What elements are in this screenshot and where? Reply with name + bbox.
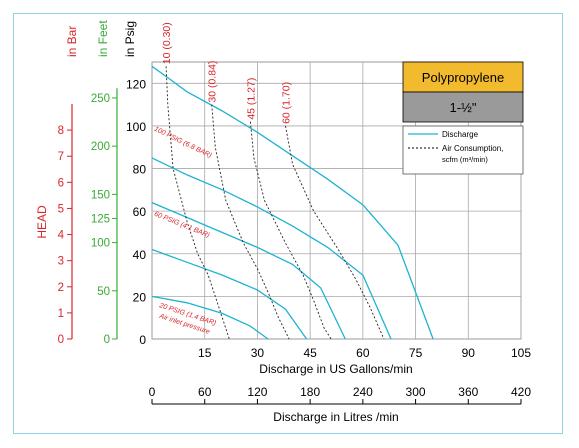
air-consumption-label: 10 (0.30) bbox=[161, 22, 173, 64]
head-axis-title: HEAD bbox=[35, 205, 49, 239]
psig-tick-label: 40 bbox=[133, 248, 147, 262]
discharge-curve bbox=[151, 65, 434, 340]
air-consumption-curve bbox=[285, 125, 385, 340]
psig-tick-label: 120 bbox=[126, 77, 146, 91]
lpm-tick-label: 300 bbox=[406, 385, 426, 399]
discharge-curve bbox=[151, 295, 269, 340]
bar-tick-label: 7 bbox=[58, 151, 64, 163]
bar-tick-label: 0 bbox=[58, 334, 64, 346]
discharge-curve bbox=[151, 202, 346, 340]
psig-tick-label: 100 bbox=[126, 120, 146, 134]
gpm-tick-label: 75 bbox=[409, 346, 423, 360]
gpm-tick-label: 45 bbox=[303, 346, 317, 360]
bar-tick-label: 1 bbox=[58, 308, 64, 320]
feet-axis-title: in Feet bbox=[96, 20, 110, 57]
lpm-tick-label: 120 bbox=[247, 385, 267, 399]
legend-box: Polypropylene 1-½" Discharge Air Consump… bbox=[402, 61, 524, 175]
gpm-tick-label: 60 bbox=[356, 346, 370, 360]
air-consumption-curve bbox=[211, 104, 290, 340]
gpm-axis-title: Discharge in US Gallons/min bbox=[259, 362, 412, 376]
bar-tick-label: 4 bbox=[58, 230, 65, 242]
gpm-tick-label: 30 bbox=[251, 346, 265, 360]
lpm-tick-label: 0 bbox=[149, 385, 156, 399]
legend-air-label-1: Air Consumption, bbox=[442, 144, 503, 153]
bar-tick-label: 8 bbox=[58, 125, 64, 137]
gpm-tick-label: 90 bbox=[462, 346, 476, 360]
psig-tick-label: 80 bbox=[133, 163, 147, 177]
air-consumption-curve bbox=[165, 66, 230, 340]
bar-tick-label: 3 bbox=[58, 256, 64, 268]
material-banner bbox=[402, 61, 524, 93]
psig-axis-title: in Psig bbox=[123, 21, 137, 57]
lpm-tick-label: 60 bbox=[198, 385, 212, 399]
lpm-tick-label: 360 bbox=[458, 385, 478, 399]
lpm-tick-label: 420 bbox=[511, 385, 531, 399]
feet-tick-label: 200 bbox=[91, 141, 110, 153]
feet-tick-label: 250 bbox=[91, 93, 110, 105]
psig-tick-label: 0 bbox=[139, 333, 146, 347]
bar-axis-title: in Bar bbox=[65, 26, 79, 57]
bar-tick-label: 2 bbox=[58, 282, 64, 294]
air-consumption-label: 45 (1.27) bbox=[245, 78, 257, 120]
discharge-curve bbox=[151, 248, 308, 340]
lpm-axis-title: Discharge in Litres /min bbox=[273, 410, 398, 424]
material-label: Polypropylene bbox=[422, 70, 504, 85]
discharge-curve bbox=[151, 157, 392, 340]
gpm-tick-label: 105 bbox=[511, 346, 531, 360]
psig-tick-label: 60 bbox=[133, 205, 147, 219]
feet-tick-label: 100 bbox=[91, 238, 110, 250]
lpm-tick-label: 180 bbox=[300, 385, 320, 399]
air-consumption-curve bbox=[249, 121, 332, 340]
psig-tick-label: 20 bbox=[133, 290, 147, 304]
gpm-tick-label: 15 bbox=[198, 346, 212, 360]
air-consumption-label: 60 (1.70) bbox=[281, 82, 293, 124]
size-label: 1-½" bbox=[449, 100, 476, 115]
legend-air-label-2: scfm (m³/min) bbox=[442, 155, 488, 164]
lpm-tick-label: 240 bbox=[353, 385, 373, 399]
feet-tick-label: 50 bbox=[97, 286, 110, 298]
bar-tick-label: 6 bbox=[58, 177, 64, 189]
bar-tick-label: 5 bbox=[58, 203, 64, 215]
feet-tick-label: 150 bbox=[91, 189, 110, 201]
feet-tick-label: 0 bbox=[104, 334, 110, 346]
feet-tick-label: 125 bbox=[91, 213, 110, 225]
air-consumption-label: 30 (0.84) bbox=[207, 61, 219, 103]
size-banner bbox=[402, 91, 524, 123]
legend-discharge-label: Discharge bbox=[442, 130, 479, 139]
